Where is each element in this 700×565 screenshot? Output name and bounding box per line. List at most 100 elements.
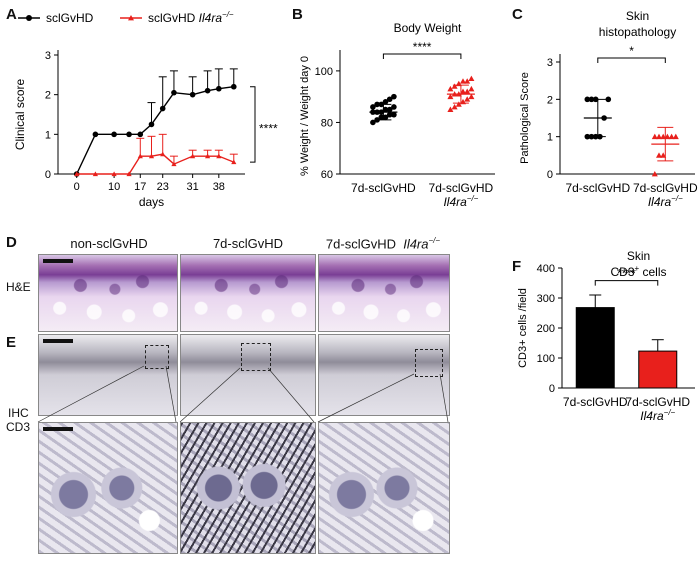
data-point [672,133,679,140]
data-point [584,133,591,140]
data-point [126,131,132,138]
category-label: 7d-sclGvHD [633,181,698,195]
y-axis-label: Pathological Score [519,72,531,164]
legend-label: sclGvHD [46,11,94,25]
panel-letter-f: F [512,258,522,275]
ihc-zoom-7d-sclgvhd-il4ra [318,422,450,554]
data-point [205,153,211,159]
data-point [137,131,144,138]
column-header-7d-sclgvhd-il4ra: 7d-sclGvHD Il4ra−/− [325,236,441,252]
y-tick-label: 1 [45,129,51,141]
legend-marker [26,15,32,21]
row-label-he: H&E [6,280,31,294]
significance-label: **** [617,267,636,281]
y-tick-label: 3 [547,57,553,69]
ihc-zoom-7d-sclgvhd [180,422,316,554]
y-tick-label: 400 [537,263,555,275]
panel-letter-d: D [6,234,17,251]
data-point [216,85,222,92]
data-point [386,111,393,118]
zoom-region-box [241,343,271,371]
data-point [190,153,196,159]
data-point [391,104,397,110]
category-label: 7d-sclGvHD [563,395,628,409]
data-point [451,103,458,110]
data-point [382,99,389,105]
data-point [386,106,393,113]
significance-label: **** [413,40,432,54]
chart-title: Skin [627,250,650,263]
y-axis-label: Clinical score [13,78,27,150]
column-header-non-sclgvhd: non-sclGvHD [70,236,148,251]
data-point [92,131,99,138]
he-image-7d-sclgvhd [180,254,316,332]
x-tick-label: 17 [134,181,146,193]
significance-bracket [382,53,462,59]
data-point [651,133,658,140]
ihc-image-7d-sclgvhd-il4ra [318,334,450,416]
chart-title: histopathology [599,25,676,39]
data-point [605,96,612,103]
data-point [126,171,132,177]
data-point [460,78,466,84]
data-point [204,87,211,94]
skin-histopathology-chart: Skin histopathology 0 1 2 3 Pathological Score… [519,9,698,209]
data-point [370,119,376,126]
significance-bracket [594,280,659,286]
x-axis-label: days [139,195,164,209]
data-point [468,93,475,100]
data-point [464,88,471,94]
bar [575,307,615,389]
panel-letter-c: C [512,6,523,23]
data-point [171,89,177,96]
data-point [231,159,237,165]
data-point [447,85,454,92]
y-tick-label: 80 [321,117,333,129]
significance-bracket [250,86,256,163]
body-weight-chart: Body Weight 60 80 100 % Weight / Weight day … [299,21,495,209]
y-tick-label: 1 [547,132,553,144]
data-point [382,114,389,121]
data-point [447,93,454,100]
y-tick-label: 300 [537,293,555,305]
bar [638,350,678,389]
chart-title: Skin [626,9,649,23]
data-point [668,133,675,140]
series-line [76,153,235,175]
x-tick-label: 38 [213,181,225,193]
data-point [111,131,117,138]
data-point [148,153,155,159]
data-point [189,91,196,98]
row-label-cd3: CD3 [6,420,31,434]
data-point [656,133,662,140]
data-point [584,96,591,103]
data-point [451,83,458,89]
ihc-image-7d-sclgvhd [180,334,316,416]
category-label: 7d-sclGvHD [565,181,630,195]
y-tick-label: 100 [315,66,333,78]
x-tick-label: 31 [187,181,199,193]
zoom-region-box [145,345,169,369]
data-point [391,111,397,118]
data-point [216,153,222,159]
ihc-zoom-non-sclgvhd [38,422,178,554]
data-point [160,151,166,157]
data-point [468,85,475,92]
zoom-region-box [415,349,443,377]
data-point [74,171,80,177]
row-label-ihc: IHC [8,406,29,420]
significance-bracket [597,57,666,63]
data-point [651,171,658,177]
data-point [382,106,389,113]
data-point [378,114,385,121]
data-point [464,96,471,102]
he-image-7d-sclgvhd-il4ra [318,254,450,332]
y-tick-label: 200 [537,323,555,335]
data-point [660,133,667,140]
data-point [468,75,475,82]
ihc-image-non-sclgvhd [38,334,178,416]
data-point [148,121,155,128]
